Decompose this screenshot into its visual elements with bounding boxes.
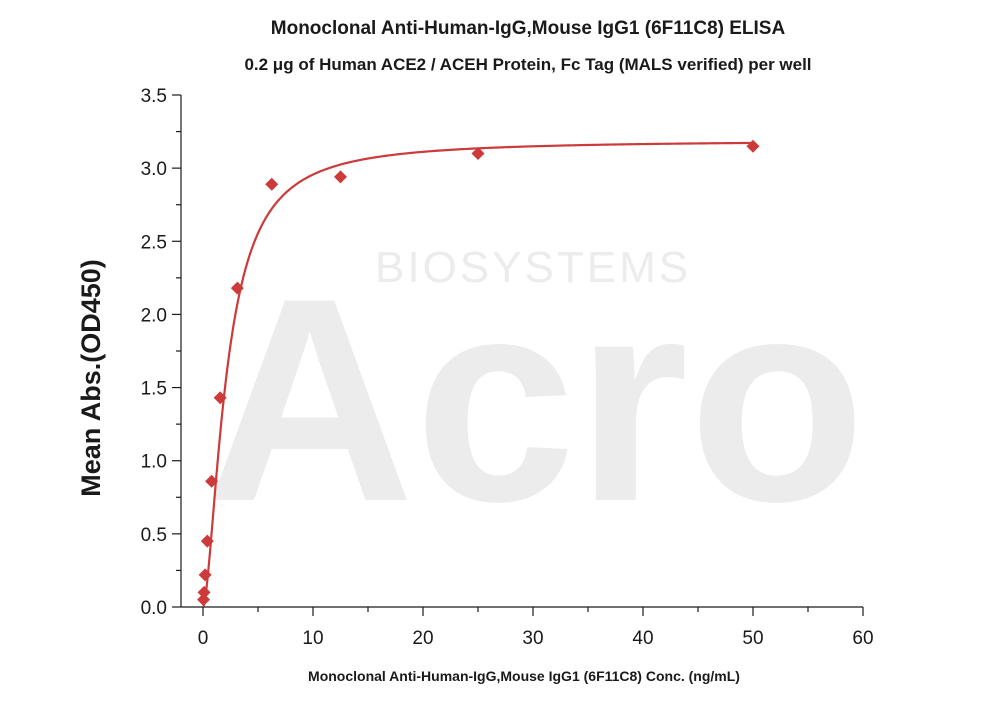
- data-point: [334, 170, 347, 184]
- y-axis-label: Mean Abs.(OD450): [76, 259, 106, 497]
- y-tick-label: 2.0: [141, 305, 167, 326]
- x-tick-label: 40: [632, 628, 653, 649]
- chart-subtitle: 0.2 μg of Human ACE2 / ACEH Protein, Fc …: [244, 55, 811, 74]
- data-point: [213, 391, 227, 405]
- data-point: [197, 585, 211, 599]
- y-tick-label: 2.5: [141, 232, 167, 253]
- plot-area: [197, 139, 760, 607]
- data-point: [197, 593, 211, 607]
- y-tick-label: 0.0: [141, 598, 167, 619]
- y-ticks: 0.0 0.5 1.0 1.5 2.0 2.5 3.0 3.5: [141, 86, 181, 619]
- x-tick-label: 0: [198, 628, 209, 649]
- watermark-brand: Acro: [205, 238, 866, 562]
- x-tick-label: 30: [522, 628, 543, 649]
- x-tick-label: 50: [742, 628, 763, 649]
- x-tick-label: 10: [302, 628, 323, 649]
- data-point: [265, 177, 279, 191]
- data-point: [471, 147, 485, 161]
- y-tick-label: 1.5: [141, 379, 167, 400]
- chart-title: Monoclonal Anti-Human-IgG,Mouse IgG1 (6F…: [271, 18, 786, 39]
- data-point: [746, 139, 760, 153]
- data-point: [198, 568, 212, 582]
- y-tick-label: 0.5: [141, 525, 167, 546]
- fit-curve: [202, 141, 754, 607]
- x-tick-label: 60: [852, 628, 873, 649]
- watermark: Acro BIOSYSTEMS: [205, 238, 866, 562]
- y-tick-label: 1.0: [141, 452, 167, 473]
- x-axis-label: Monoclonal Anti-Human-IgG,Mouse IgG1 (6F…: [308, 668, 740, 684]
- data-point: [205, 474, 219, 488]
- y-tick-label: 3.5: [141, 86, 167, 107]
- data-point: [200, 534, 214, 548]
- watermark-sub: BIOSYSTEMS: [375, 243, 691, 292]
- y-tick-label: 3.0: [141, 159, 167, 180]
- x-tick-label: 20: [412, 628, 433, 649]
- x-ticks: 0 10 20 30 40 50 60: [198, 607, 874, 649]
- data-point: [230, 281, 244, 295]
